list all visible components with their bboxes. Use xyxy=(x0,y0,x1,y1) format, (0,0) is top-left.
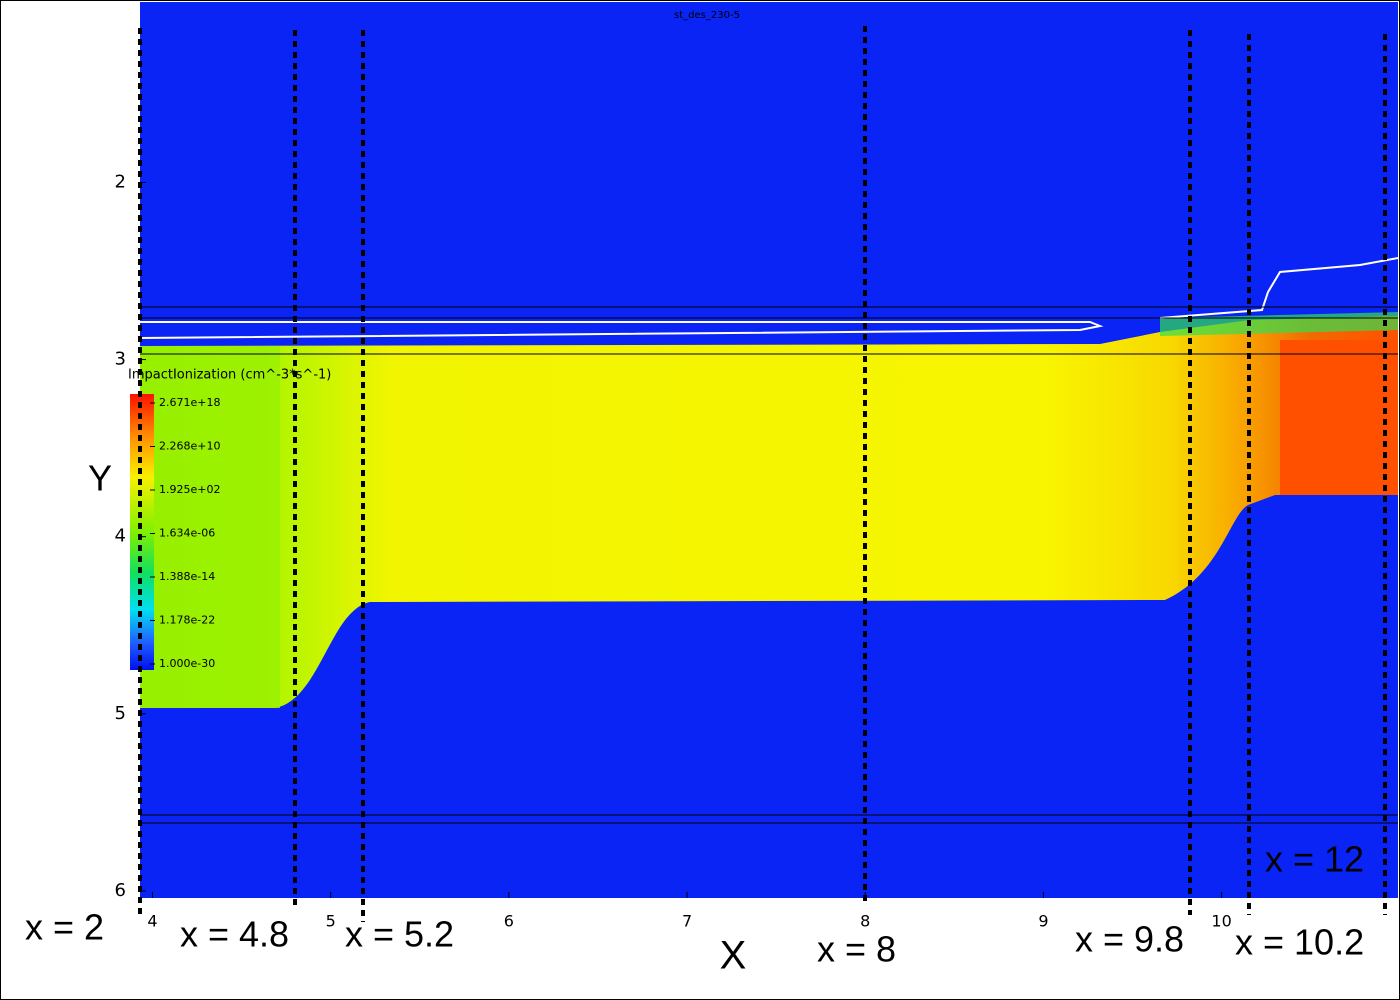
colorbar-label: 1.000e-30 xyxy=(159,657,215,670)
colorbar-label: 1.925e+02 xyxy=(159,483,220,496)
y-tick-label: 3 xyxy=(115,349,126,370)
colorbar-label: 1.178e-22 xyxy=(159,613,215,626)
x-tick-label: 8 xyxy=(860,912,870,931)
colorbar-label: 1.634e-06 xyxy=(159,527,215,540)
annotation: x = 2 xyxy=(25,907,104,948)
annotation: x = 10.2 xyxy=(1235,922,1364,963)
chart-title: st_des_230-5 xyxy=(674,10,740,21)
y-tick-label: 2 xyxy=(115,171,126,192)
y-tick-label: 5 xyxy=(115,703,126,724)
x-tick-label: 6 xyxy=(504,912,514,931)
colorbar-label: 2.671e+18 xyxy=(159,396,220,409)
x-tick-label: 10 xyxy=(1211,912,1231,931)
annotation: x = 8 xyxy=(817,929,896,970)
y-tick-label: 6 xyxy=(115,880,126,901)
device-region xyxy=(140,316,1398,708)
colorbar-title: ImpactIonization (cm^-3*s^-1) xyxy=(128,368,331,383)
colorbar-label: 2.268e+10 xyxy=(159,439,220,452)
contour-line xyxy=(1159,257,1399,319)
y-tick-label: 4 xyxy=(115,526,126,547)
x-tick-label: 9 xyxy=(1038,912,1048,931)
contour-line xyxy=(139,321,1104,339)
annotation: x = 9.8 xyxy=(1075,919,1184,960)
annotation: x = 4.8 xyxy=(180,914,289,955)
field-right xyxy=(1280,340,1398,495)
x-tick-label: 4 xyxy=(147,912,157,931)
y-axis-label: Y xyxy=(88,458,112,499)
field-left xyxy=(140,346,280,708)
x-axis-label: X xyxy=(720,934,747,978)
x-tick-label: 5 xyxy=(326,912,336,931)
annotation: x = 12 xyxy=(1265,839,1364,880)
x-tick-label: 7 xyxy=(682,912,692,931)
annotation: x = 5.2 xyxy=(345,914,454,955)
colorbar-label: 1.388e-14 xyxy=(159,570,215,583)
